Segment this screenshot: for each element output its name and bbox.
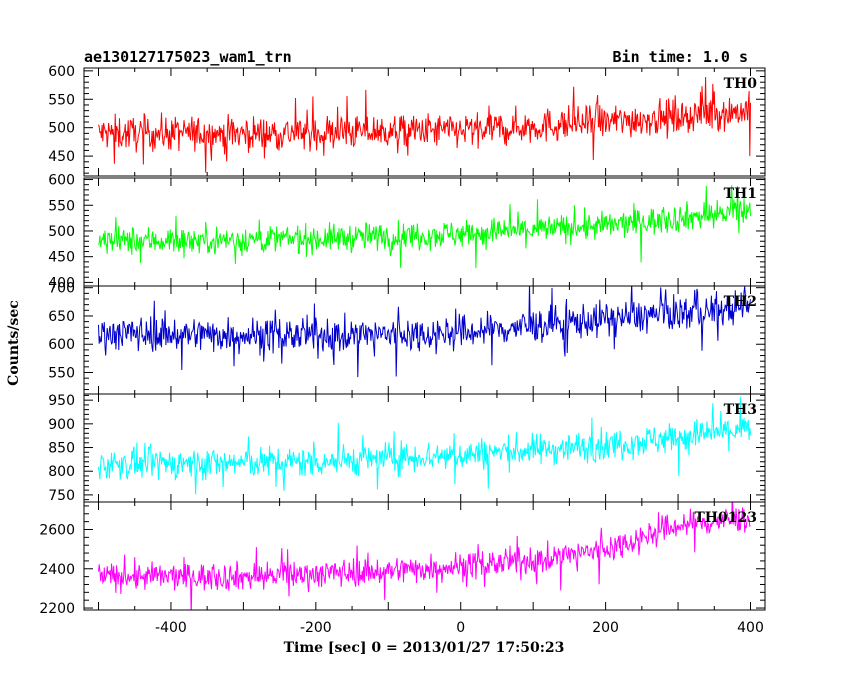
y-tick-label: 450 <box>48 149 75 165</box>
y-tick-label: 550 <box>48 366 75 382</box>
y-tick-label: 900 <box>48 417 75 433</box>
series-label-th2: TH2 <box>724 294 757 310</box>
panel-th1: 400 450 500 550 600 TH1 <box>48 173 766 291</box>
x-tick-label: 0 <box>456 620 465 636</box>
y-tick-label: 450 <box>48 250 75 266</box>
series-line-th2 <box>98 286 751 378</box>
y-tick-label: 650 <box>48 309 75 325</box>
panel-frame <box>83 177 766 287</box>
y-tick-label: 850 <box>48 441 75 457</box>
panel-th0123: 2200 2400 2600 TH0123 <box>39 501 766 617</box>
y-axis-label: Counts/sec <box>6 300 22 386</box>
series-label-th3: TH3 <box>724 402 757 418</box>
x-tick-label: -400 <box>155 620 187 636</box>
x-tick-label: 200 <box>592 620 619 636</box>
panels-group: 450 500 550 600 TH0 400 450 500 550 600 TH1 550 600 6… <box>39 64 766 617</box>
y-tick-label: 750 <box>48 488 75 504</box>
series-label-th0: TH0 <box>724 76 758 92</box>
y-tick-label: 950 <box>48 393 75 409</box>
series-line-th0123 <box>98 502 751 610</box>
panel-th3: 750 800 850 900 950 TH3 <box>48 393 766 504</box>
y-tick-label: 2600 <box>39 522 75 538</box>
series-label-th0123: TH0123 <box>694 510 757 526</box>
y-tick-label: 700 <box>48 281 75 297</box>
y-tick-label: 550 <box>48 198 75 214</box>
y-tick-label: 2400 <box>39 562 75 578</box>
y-tick-label: 600 <box>48 337 75 353</box>
x-axis-label: Time [sec] 0 = 2013/01/27 17:50:23 <box>284 640 565 656</box>
series-line-th1 <box>98 185 751 269</box>
series-line-th3 <box>98 396 751 495</box>
y-tick-label: 800 <box>48 464 75 480</box>
bin-time-label: Bin time: 1.0 s <box>613 48 748 66</box>
plot-title: ae130127175023_wam1_trn <box>84 48 292 66</box>
panel-th2: 550 600 650 700 TH2 <box>48 281 766 395</box>
panel-th0: 450 500 550 600 TH0 <box>48 64 766 177</box>
x-axis: -400 -200 0 200 400 <box>155 620 764 636</box>
y-tick-label: 500 <box>48 121 75 137</box>
y-tick-label: 600 <box>48 64 75 80</box>
y-tick-label: 400 <box>48 275 75 291</box>
panel-frame <box>83 393 766 503</box>
y-tick-label: 550 <box>48 92 75 108</box>
y-tick-label: 2200 <box>39 601 75 617</box>
series-label-th1: TH1 <box>724 186 757 202</box>
x-tick-label: 400 <box>737 620 764 636</box>
series-line-th0 <box>98 76 751 173</box>
x-tick-label: -200 <box>300 620 332 636</box>
y-tick-label: 600 <box>48 173 75 189</box>
y-tick-label: 500 <box>48 224 75 240</box>
